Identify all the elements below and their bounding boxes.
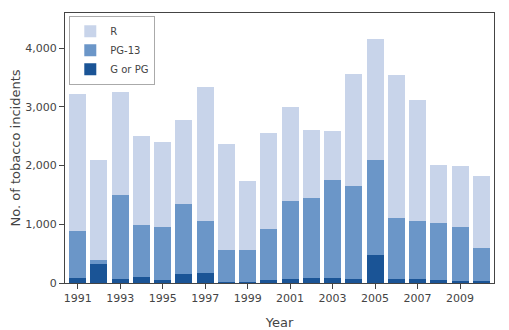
svg-text:1999: 1999 <box>234 292 262 305</box>
svg-text:2009: 2009 <box>446 292 474 305</box>
svg-text:2003: 2003 <box>319 292 347 305</box>
svg-text:2007: 2007 <box>404 292 432 305</box>
svg-text:PG-13: PG-13 <box>110 45 140 56</box>
svg-text:R: R <box>110 26 117 37</box>
svg-text:Year: Year <box>265 315 294 330</box>
svg-text:3,000: 3,000 <box>25 101 57 114</box>
svg-text:1997: 1997 <box>191 292 219 305</box>
svg-text:0: 0 <box>50 277 57 290</box>
svg-text:1,000: 1,000 <box>25 218 57 231</box>
svg-text:G or PG: G or PG <box>110 64 148 75</box>
svg-text:4,000: 4,000 <box>25 42 57 55</box>
svg-text:1995: 1995 <box>149 292 177 305</box>
svg-text:1993: 1993 <box>106 292 134 305</box>
svg-text:2005: 2005 <box>361 292 389 305</box>
svg-text:1991: 1991 <box>64 292 92 305</box>
svg-text:No. of tobacco incidents: No. of tobacco incidents <box>8 69 23 226</box>
svg-text:2,000: 2,000 <box>25 159 57 172</box>
svg-text:2001: 2001 <box>276 292 304 305</box>
